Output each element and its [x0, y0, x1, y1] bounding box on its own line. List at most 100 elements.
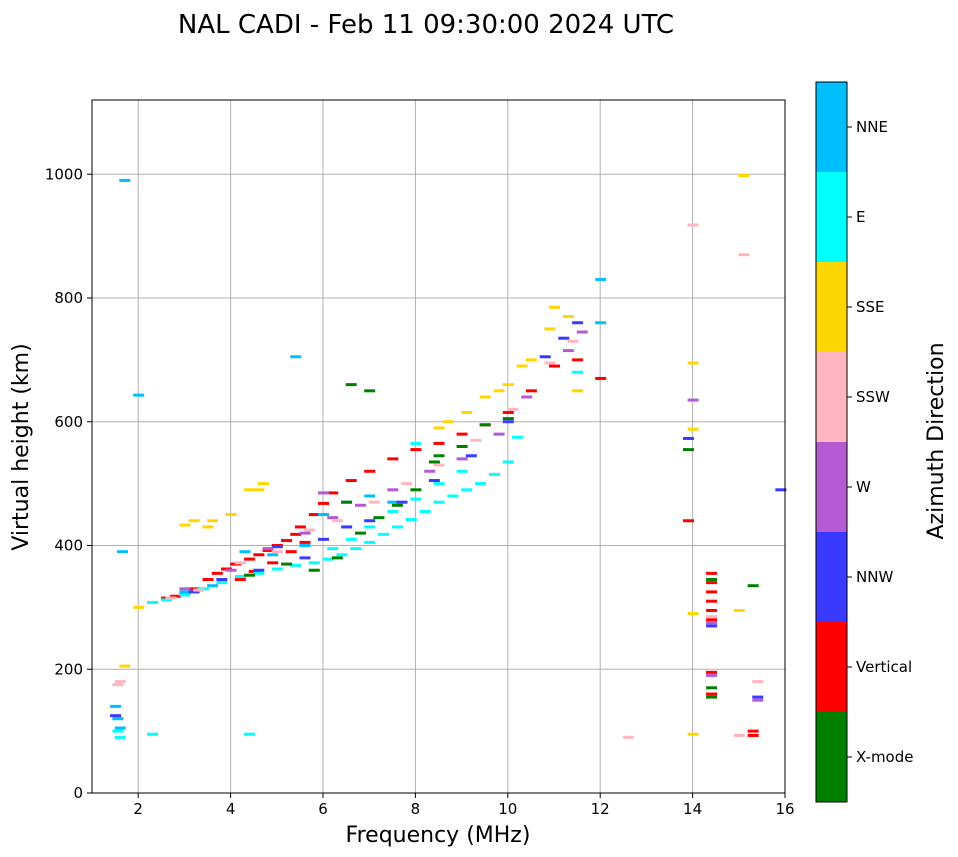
y-tick-label: 1000 — [45, 165, 83, 183]
data-point-nnw — [318, 537, 329, 541]
x-axis: 2 4 6 8 10 12 14 16 — [133, 793, 795, 818]
data-point-sse — [572, 389, 584, 393]
data-point-sse — [188, 519, 200, 523]
data-point-e — [345, 537, 357, 541]
data-point-w — [456, 457, 468, 461]
colorbar-segment — [816, 442, 847, 532]
data-point-sse — [207, 519, 219, 523]
colorbar-tick-label: W — [856, 478, 871, 496]
data-point-sse — [687, 427, 699, 431]
data-point-nnw — [396, 500, 408, 504]
data-point-e — [112, 729, 124, 733]
data-point-nnw — [428, 479, 440, 483]
data-point-nnw — [558, 336, 570, 340]
data-point-ssw — [331, 519, 343, 523]
data-point-vertical — [170, 594, 182, 598]
data-point-x-mode — [391, 503, 403, 507]
colorbar-label: Azimuth Direction — [924, 342, 949, 539]
data-point-nnw — [465, 454, 477, 458]
data-point-w — [387, 488, 399, 492]
data-point-nne — [290, 355, 302, 359]
data-point-e — [456, 469, 468, 473]
data-point-vertical — [318, 501, 329, 505]
data-point-e — [419, 509, 431, 513]
data-point-e — [364, 525, 376, 529]
x-tick-label: 14 — [683, 800, 702, 818]
data-point-e — [114, 735, 126, 739]
data-point-vertical — [262, 548, 274, 552]
y-tick-label: 800 — [54, 289, 83, 307]
x-tick-label: 4 — [226, 800, 236, 818]
data-point-vertical — [706, 581, 718, 585]
data-point-e — [461, 488, 473, 492]
data-point-e — [364, 540, 376, 544]
data-point-x-mode — [706, 686, 718, 690]
data-point-w — [225, 568, 237, 572]
data-point-vertical — [364, 469, 376, 473]
colorbar-tick-label: SSW — [856, 388, 890, 406]
colorbar-tick-label: Vertical — [856, 658, 912, 676]
data-point-vertical — [345, 479, 357, 483]
data-point-e — [244, 732, 256, 736]
data-point-x-mode — [456, 445, 468, 448]
data-point-w — [706, 673, 718, 677]
data-point-vertical — [456, 432, 468, 436]
data-point-ssw — [544, 361, 556, 365]
data-point-x-mode — [479, 423, 491, 427]
y-tick-label: 200 — [54, 660, 83, 678]
data-point-nne — [110, 704, 122, 708]
data-point-x-mode — [410, 488, 422, 492]
data-point-vertical — [747, 729, 759, 733]
colorbar: X-mode Vertical NNW W SSW SSE E NNE — [815, 81, 913, 803]
data-point-nnw — [682, 436, 694, 440]
data-point-e — [387, 509, 399, 513]
data-point-nne — [387, 500, 399, 504]
plot-area — [92, 100, 787, 794]
data-point-ssw — [165, 596, 177, 600]
data-point-w — [262, 547, 274, 551]
data-point-e — [433, 482, 445, 486]
data-point-sse — [119, 664, 131, 668]
data-point-nne — [239, 550, 251, 554]
colorbar-tick-label: NNW — [856, 568, 893, 586]
data-point-x-mode — [364, 389, 376, 393]
data-point-x-mode — [354, 531, 366, 535]
data-point-ssw — [567, 339, 579, 343]
colorbar-tick-label: E — [856, 208, 865, 226]
data-point-nne — [318, 513, 329, 517]
data-point-e — [160, 598, 172, 602]
y-axis: 0 200 400 600 800 1000 — [45, 165, 92, 802]
x-tick-label: 16 — [775, 800, 794, 818]
data-point-vertical — [211, 571, 223, 575]
data-point-e — [336, 553, 348, 557]
data-point-vertical — [433, 441, 445, 445]
plot-frame — [91, 99, 786, 794]
data-point-ssw — [114, 680, 126, 684]
data-point-ssw — [706, 615, 718, 619]
data-point-e — [378, 532, 390, 536]
data-point-e — [271, 567, 283, 571]
data-point-sse — [253, 488, 265, 492]
data-point-nnw — [775, 488, 787, 492]
data-point-x-mode — [682, 448, 694, 452]
data-point-x-mode — [331, 556, 343, 560]
data-point-nnw — [752, 695, 764, 699]
data-point-x-mode — [341, 500, 353, 504]
data-point-nne — [179, 590, 191, 594]
data-point-vertical — [706, 599, 718, 603]
data-point-sse — [687, 732, 699, 736]
data-point-vertical — [549, 364, 560, 368]
data-point-vertical — [525, 389, 537, 393]
data-point-x-mode — [433, 454, 445, 458]
data-point-nne — [133, 393, 145, 397]
data-point-x-mode — [244, 573, 256, 577]
data-point-sse — [225, 513, 237, 517]
data-point-vertical — [747, 733, 759, 737]
data-point-nne — [595, 277, 607, 281]
data-point-sse — [544, 327, 556, 331]
data-point-w — [299, 531, 311, 535]
data-point-nnw — [539, 355, 551, 359]
data-point-ssw — [738, 253, 750, 257]
data-point-sse — [442, 420, 454, 424]
x-tick-label: 10 — [498, 800, 517, 818]
